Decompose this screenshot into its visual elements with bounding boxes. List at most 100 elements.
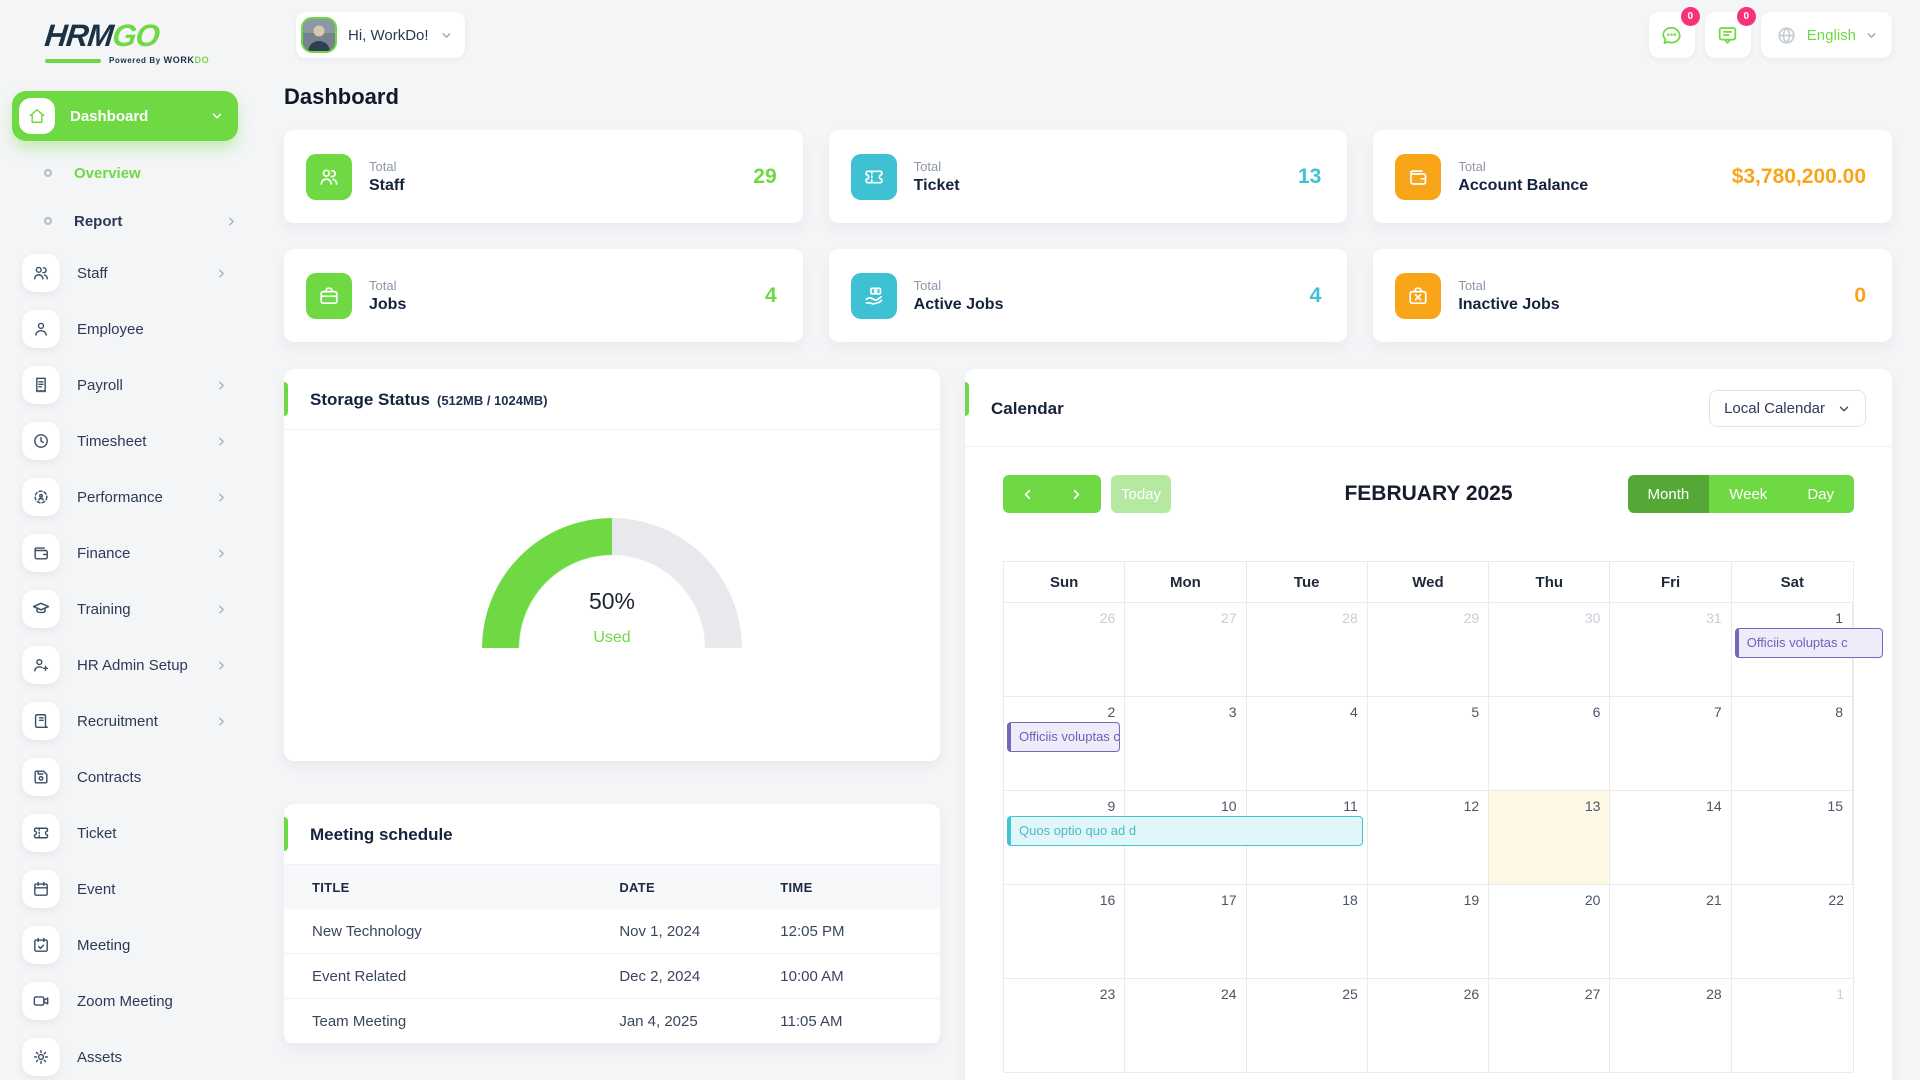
stat-category: Total [369,277,397,293]
calendar-event[interactable]: Quos optio quo ad d [1007,816,1363,846]
calendar-day[interactable]: 21 [1610,885,1732,978]
calendar-day[interactable]: 26 [1368,979,1490,1072]
calendar-day[interactable]: 31 [1610,603,1732,696]
calendar-day[interactable]: 6 [1489,697,1611,790]
calendar-day[interactable]: 4 [1247,697,1368,790]
calendar-event[interactable]: Officiis voluptas c [1734,628,1883,658]
hand-money-icon [865,287,883,305]
calendar-day[interactable]: 28 [1610,979,1732,1072]
messages-button[interactable]: 0 [1648,7,1700,58]
calendar-day[interactable]: 24 [1125,979,1247,1072]
sidebar-item-training[interactable]: Training [12,581,238,637]
calendar-day[interactable]: 26 [1004,603,1126,696]
sidebar-item-timesheet[interactable]: Timesheet [12,413,238,469]
language-label: English [1806,26,1856,44]
calendar-day[interactable]: 19 [1368,885,1490,978]
calendar-day-today[interactable]: 13 [1489,791,1611,884]
calendar-day[interactable]: 27 [1125,603,1247,696]
sidebar-item-employee[interactable]: Employee [12,301,238,357]
meeting-cell: Dec 2, 2024 [619,967,701,985]
calendar-day[interactable]: 25 [1247,979,1368,1072]
calendar-day[interactable]: 12 [1368,791,1490,884]
sidebar-item-label: Ticket [77,824,117,842]
calendar-toolbar: Today FEBRUARY 2025 Month Week Day [1003,475,1854,513]
calendar-day[interactable]: 29 [1368,603,1490,696]
sidebar-item-label: Meeting [77,936,131,954]
sidebar-item-report[interactable]: Report [12,197,238,245]
sidebar-item-payroll[interactable]: Payroll [12,357,238,413]
stat-category: Total [369,158,397,174]
sidebar-item-overview[interactable]: Overview [12,149,238,197]
sidebar-item-ticket[interactable]: Ticket [12,805,238,861]
calendar-view-week-button[interactable]: Week [1709,475,1788,513]
calendar-day[interactable]: 14 [1610,791,1732,884]
calendar-next-button[interactable] [1052,475,1101,513]
bullet-icon [44,217,52,225]
calendar-day[interactable]: 30 [1489,603,1611,696]
stat-category: Total [913,277,942,293]
notifications-button[interactable]: 0 [1704,7,1756,58]
sidebar-item-label: Training [77,600,131,618]
user-menu[interactable]: Hi, WorkDo! [296,12,465,58]
calendar-event[interactable]: Officiis voluptas c [1007,722,1121,752]
calendar-week-row: 9 10 11 12 13 14 15 Quos optio quo ad d [1004,790,1853,884]
weekday-tue: Tue [1247,562,1368,602]
stat-cards: Total Staff 29 Total Ticket 13 Total Account Ba… [284,130,1892,342]
calendar-day[interactable]: 17 [1125,885,1247,978]
sidebar-item-label: Staff [77,264,108,282]
calendar-day[interactable]: 18 [1247,885,1368,978]
sidebar-item-label: Overview [74,164,141,182]
sidebar-item-staff[interactable]: Staff [12,245,238,301]
calendar-day[interactable]: 11 [1247,791,1368,884]
calendar-day[interactable]: 16 [1004,885,1126,978]
weekday-sun: Sun [1004,562,1126,602]
logo-underline [45,58,101,63]
calendar-today-button[interactable]: Today [1111,475,1171,513]
calendar-prev-button[interactable] [1003,475,1052,513]
users-icon [320,168,338,185]
sidebar-item-zoom-meeting[interactable]: Zoom Meeting [12,973,238,1029]
calendar-view-day-button[interactable]: Day [1787,475,1854,513]
calendar-source-value: Local Calendar [1724,400,1825,417]
calendar-day[interactable]: 22 [1828,892,1844,908]
calendar-day[interactable]: 8 [1732,697,1853,790]
calendar-view-month-button[interactable]: Month [1627,475,1710,513]
sidebar-item-assets[interactable]: Assets [12,1029,238,1080]
calendar-weekday-header: Sun Mon Tue Wed Thu Fri Sat [1004,562,1853,602]
stat-category: Total [1458,277,1486,293]
weekday-thu: Thu [1489,562,1611,602]
meeting-row: Event Related Dec 2, 2024 10:00 AM [284,954,940,999]
target-icon [34,490,48,504]
language-selector[interactable]: English [1760,12,1892,58]
storage-used-label: Used [593,629,631,646]
calendar-day[interactable]: 28 [1247,603,1368,696]
storage-gauge: 50% Used [284,430,940,649]
stat-category: Total [913,158,942,174]
storage-percent: 50% [588,588,636,614]
calendar-day[interactable]: 5 [1368,697,1490,790]
chevron-right-icon [1073,489,1080,499]
calendar-day[interactable]: 3 [1125,697,1247,790]
calendar-day[interactable]: 23 [1004,979,1126,1072]
sidebar-item-event[interactable]: Event [12,861,238,917]
wallet-icon [34,547,48,560]
sidebar-item-meeting[interactable]: Meeting [12,917,238,973]
calendar-day[interactable]: 27 [1489,979,1611,1072]
sidebar-item-recruitment[interactable]: Recruitment [12,693,238,749]
sidebar-item-performance[interactable]: Performance [12,469,238,525]
chat-bubble-icon [1662,26,1681,44]
sidebar-item-dashboard[interactable]: Dashboard [12,91,238,141]
sidebar-item-label: Timesheet [77,432,147,450]
calendar-day[interactable]: 15 [1732,791,1853,884]
calendar-day[interactable]: 7 [1610,697,1732,790]
calendar-source-select[interactable]: Local Calendar [1709,390,1866,427]
calendar-day[interactable]: 1 [1836,986,1844,1002]
weekday-wed: Wed [1368,562,1490,602]
sidebar-item-finance[interactable]: Finance [12,525,238,581]
wallet-icon [1410,169,1427,185]
calendar-day[interactable]: 2 [1004,697,1126,790]
calendar-day[interactable]: 20 [1489,885,1611,978]
sidebar-item-contracts[interactable]: Contracts [12,749,238,805]
sidebar-item-hr-admin-setup[interactable]: HR Admin Setup [12,637,238,693]
message-square-icon [1719,26,1737,44]
